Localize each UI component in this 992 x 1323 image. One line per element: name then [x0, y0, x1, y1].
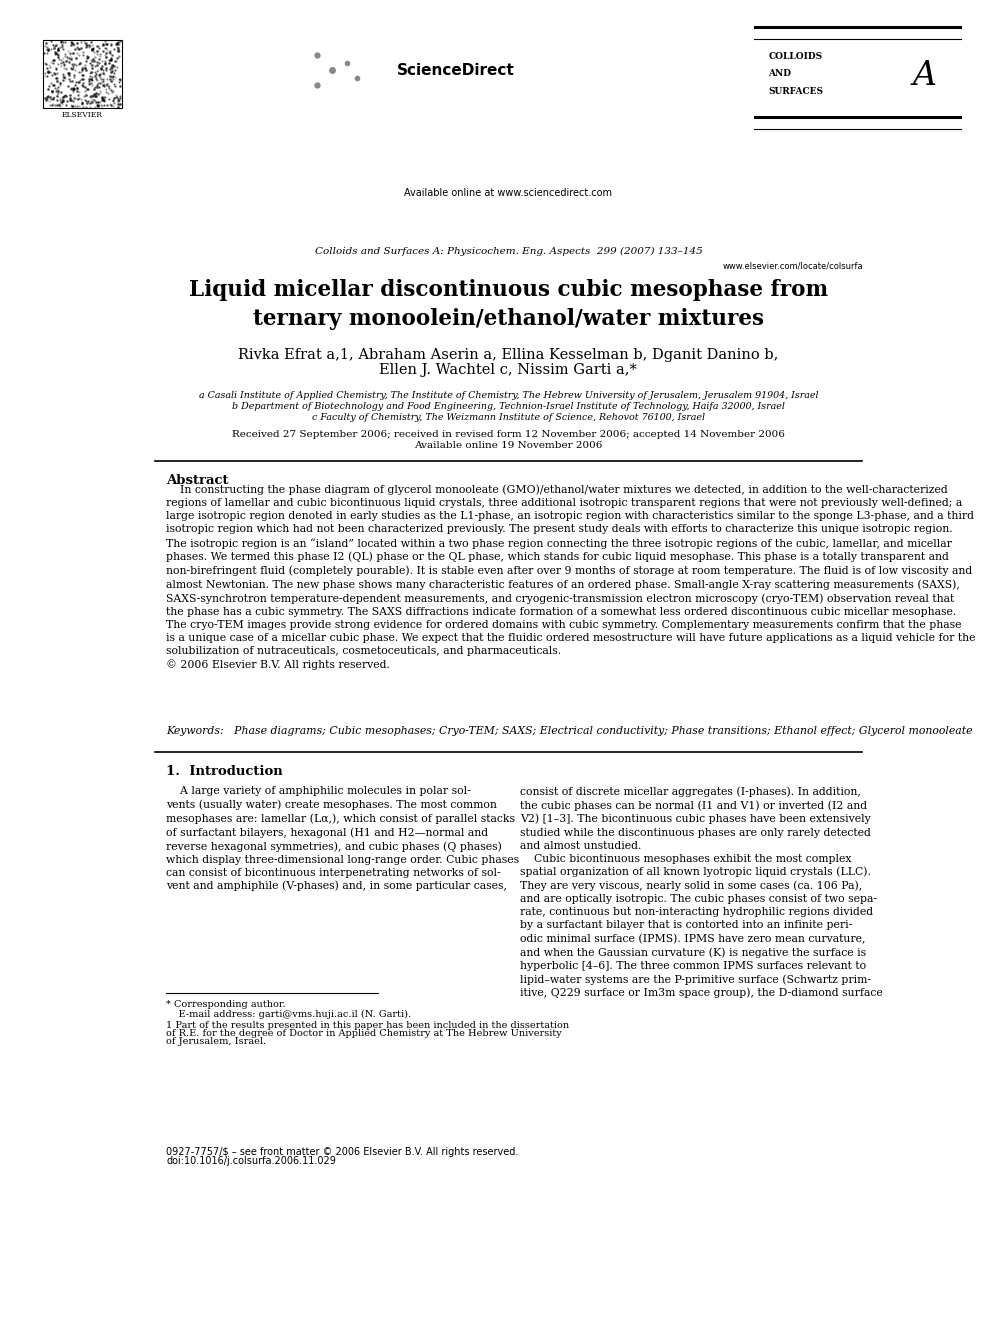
Text: a Casali Institute of Applied Chemistry, The Institute of Chemistry, The Hebrew : a Casali Institute of Applied Chemistry,… — [198, 390, 818, 400]
Text: www.elsevier.com/locate/colsurfa: www.elsevier.com/locate/colsurfa — [722, 261, 863, 270]
Text: c Faculty of Chemistry, The Weizmann Institute of Science, Rehovot 76100, Israel: c Faculty of Chemistry, The Weizmann Ins… — [311, 413, 705, 422]
Text: Rivka Efrat a,1, Abraham Aserin a, Ellina Kesselman b, Dganit Danino b,: Rivka Efrat a,1, Abraham Aserin a, Ellin… — [238, 348, 779, 363]
Text: 1.  Introduction: 1. Introduction — [167, 765, 283, 778]
Text: 0927-7757/$ – see front matter © 2006 Elsevier B.V. All rights reserved.: 0927-7757/$ – see front matter © 2006 El… — [167, 1147, 519, 1156]
Text: 1 Part of the results presented in this paper has been included in the dissertat: 1 Part of the results presented in this … — [167, 1020, 569, 1029]
Text: b Department of Biotechnology and Food Engineering, Technion-Israel Institute of: b Department of Biotechnology and Food E… — [232, 402, 785, 411]
Text: SURFACES: SURFACES — [769, 86, 823, 95]
Text: Ellen J. Wachtel c, Nissim Garti a,*: Ellen J. Wachtel c, Nissim Garti a,* — [380, 363, 637, 377]
Text: Available online 19 November 2006: Available online 19 November 2006 — [415, 441, 602, 450]
Text: A: A — [913, 60, 936, 91]
Text: of R.E. for the degree of Doctor in Applied Chemistry at The Hebrew University: of R.E. for the degree of Doctor in Appl… — [167, 1029, 562, 1037]
Text: A large variety of amphiphilic molecules in polar sol-
vents (usually water) cre: A large variety of amphiphilic molecules… — [167, 786, 520, 892]
Text: * Corresponding author.: * Corresponding author. — [167, 1000, 286, 1009]
Text: doi:10.1016/j.colsurfa.2006.11.029: doi:10.1016/j.colsurfa.2006.11.029 — [167, 1156, 336, 1166]
Text: consist of discrete micellar aggregates (I-phases). In addition,
the cubic phase: consist of discrete micellar aggregates … — [520, 786, 883, 999]
Text: ELSEVIER: ELSEVIER — [62, 111, 103, 119]
Text: Keywords:   Phase diagrams; Cubic mesophases; Cryo-TEM; SAXS; Electrical conduct: Keywords: Phase diagrams; Cubic mesophas… — [167, 726, 973, 736]
Text: In constructing the phase diagram of glycerol monooleate (GMO)/ethanol/water mix: In constructing the phase diagram of gly… — [167, 484, 976, 669]
Text: COLLOIDS: COLLOIDS — [769, 52, 822, 61]
Text: Received 27 September 2006; received in revised form 12 November 2006; accepted : Received 27 September 2006; received in … — [232, 430, 785, 439]
Text: ScienceDirect: ScienceDirect — [397, 62, 515, 78]
Text: Liquid micellar discontinuous cubic mesophase from
ternary monoolein/ethanol/wat: Liquid micellar discontinuous cubic meso… — [188, 279, 828, 329]
Text: AND: AND — [769, 69, 792, 78]
Text: Colloids and Surfaces A: Physicochem. Eng. Aspects  299 (2007) 133–145: Colloids and Surfaces A: Physicochem. En… — [314, 247, 702, 257]
Text: Available online at www.sciencedirect.com: Available online at www.sciencedirect.co… — [405, 188, 612, 198]
Text: of Jerusalem, Israel.: of Jerusalem, Israel. — [167, 1037, 267, 1046]
Text: E-mail address: garti@vms.huji.ac.il (N. Garti).: E-mail address: garti@vms.huji.ac.il (N.… — [167, 1009, 412, 1019]
Text: Abstract: Abstract — [167, 474, 229, 487]
